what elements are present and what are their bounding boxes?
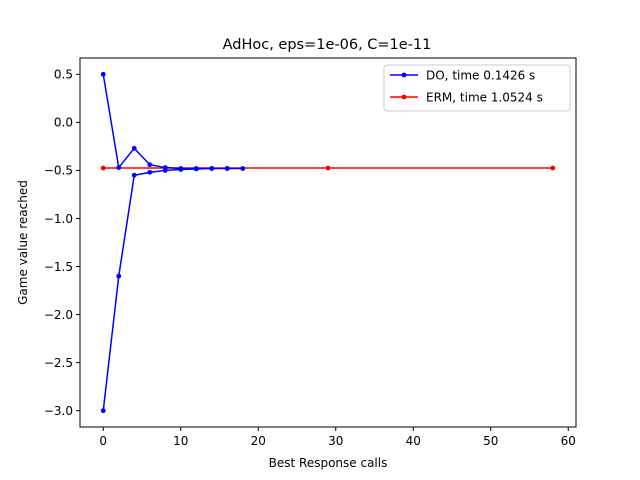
data-point-do bbox=[131, 145, 137, 151]
x-tick-label: 30 bbox=[328, 434, 343, 448]
data-point-do bbox=[209, 166, 215, 171]
data-point-do bbox=[224, 166, 230, 171]
y-tick-label: 0.0 bbox=[54, 116, 73, 130]
plot-area bbox=[100, 71, 556, 414]
y-axis: 0.5 0.0 −0.5 −1.0 −1.5 −2.0 −2.5 −3.0 bbox=[44, 68, 80, 418]
legend-label-erm: ERM, time 1.0524 s bbox=[426, 91, 543, 105]
y-tick-label: 0.5 bbox=[54, 68, 73, 82]
data-point-erm bbox=[100, 165, 106, 171]
data-point-do bbox=[178, 167, 184, 172]
data-point-do bbox=[147, 162, 153, 168]
chart-title: AdHoc, eps=1e-06, C=1e-11 bbox=[223, 37, 432, 53]
data-point-do bbox=[100, 408, 106, 414]
x-tick-label: 50 bbox=[483, 434, 498, 448]
x-tick-label: 40 bbox=[406, 434, 421, 448]
data-point-erm bbox=[550, 165, 556, 171]
y-tick-label: −3.0 bbox=[44, 404, 73, 418]
legend-box bbox=[383, 64, 571, 112]
data-point-do bbox=[100, 71, 106, 77]
data-point-do bbox=[147, 169, 153, 175]
y-tick-label: −1.5 bbox=[44, 260, 73, 274]
x-tick-label: 20 bbox=[251, 434, 266, 448]
y-tick-label: −2.5 bbox=[44, 356, 73, 370]
y-axis-label: Game value reached bbox=[16, 180, 30, 305]
x-tick-label: 60 bbox=[561, 434, 576, 448]
data-point-do bbox=[240, 166, 246, 171]
legend-marker-do bbox=[401, 72, 407, 78]
x-axis: 0 10 20 30 40 50 60 bbox=[99, 427, 576, 448]
data-point-do bbox=[116, 165, 122, 170]
data-point-do bbox=[131, 172, 137, 178]
data-point-do bbox=[162, 168, 168, 173]
y-tick-label: −0.5 bbox=[44, 164, 73, 178]
series-line-do bbox=[102, 74, 244, 411]
x-tick-label: 0 bbox=[99, 434, 107, 448]
legend: DO, time 0.1426 s ERM, time 1.0524 s bbox=[383, 64, 571, 112]
y-tick-label: −1.0 bbox=[44, 212, 73, 226]
data-point-erm bbox=[325, 165, 331, 171]
data-point-do bbox=[116, 273, 122, 279]
legend-marker-erm bbox=[401, 94, 407, 100]
y-tick-label: −2.0 bbox=[44, 308, 73, 322]
x-tick-label: 10 bbox=[173, 434, 188, 448]
axes-frame bbox=[79, 57, 577, 428]
data-point-do bbox=[193, 166, 199, 172]
x-axis-label: Best Response calls bbox=[269, 456, 388, 470]
legend-label-do: DO, time 0.1426 s bbox=[426, 69, 535, 83]
